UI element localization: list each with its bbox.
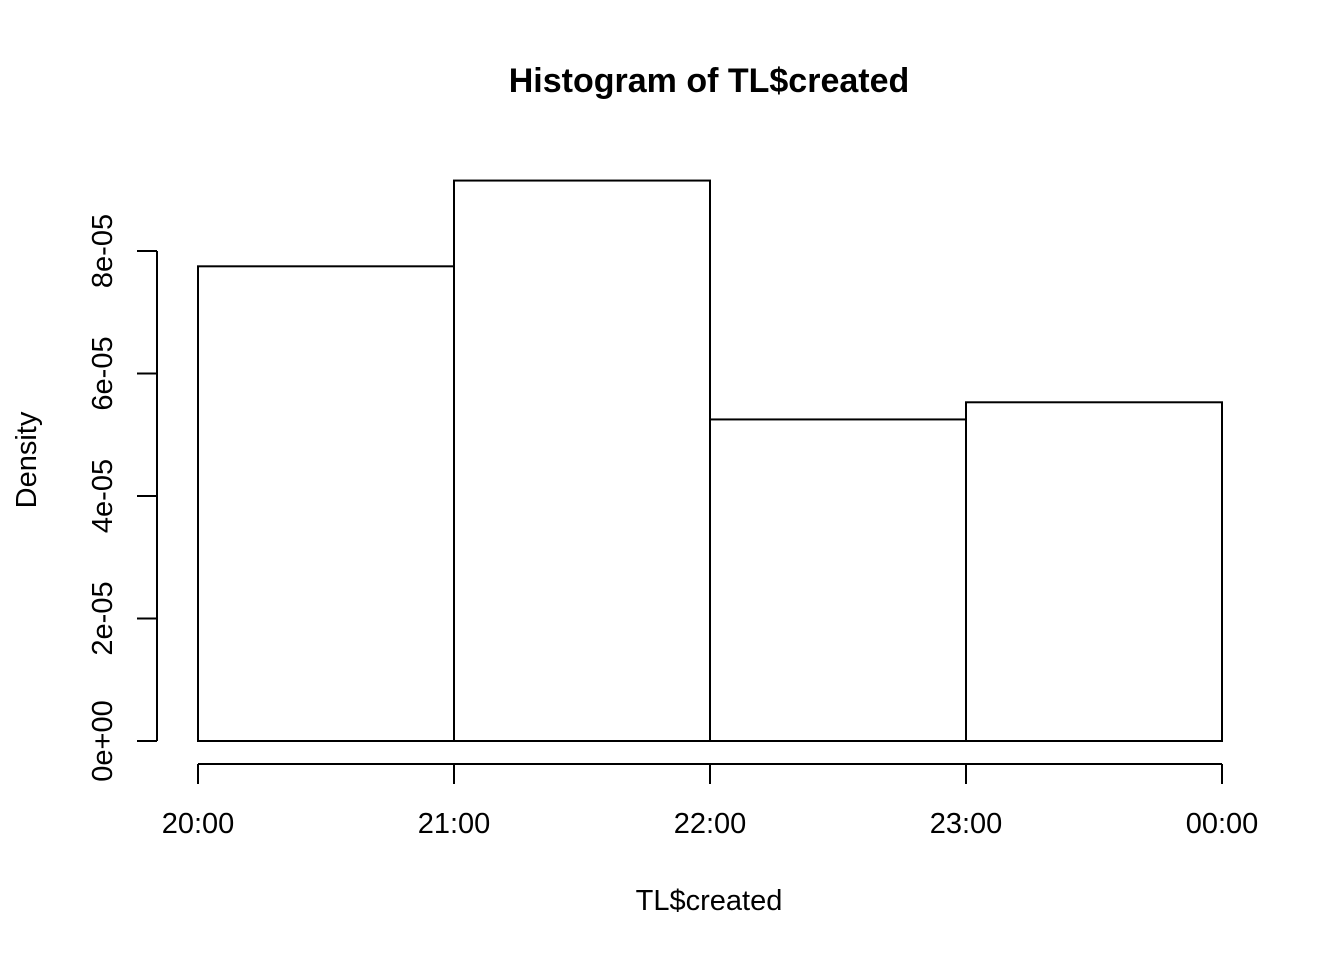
x-axis: 20:00 21:00 22:00 23:00 00:00: [162, 763, 1259, 840]
x-tick-label: 23:00: [930, 808, 1003, 840]
x-tick-label: 21:00: [418, 808, 491, 840]
y-tick-label: 8e-05: [87, 214, 119, 288]
x-tick-label: 22:00: [674, 808, 747, 840]
chart-title: Histogram of TL$created: [509, 62, 910, 100]
histogram-bar: [197, 265, 455, 742]
histogram-bar: [453, 179, 711, 742]
y-tick-label: 0e+00: [87, 700, 119, 781]
histogram-bar: [965, 401, 1223, 742]
y-tick-label: 2e-05: [87, 581, 119, 655]
x-axis-label: TL$created: [636, 885, 783, 917]
y-tick-label: 6e-05: [87, 336, 119, 410]
x-tick-label: 00:00: [1186, 808, 1259, 840]
y-axis: 0e+00 2e-05 4e-05 6e-05 8e-05: [87, 214, 158, 782]
y-tick-label: 4e-05: [87, 459, 119, 533]
y-axis-label: Density: [11, 411, 43, 508]
bars: [197, 179, 1223, 742]
histogram-bar: [709, 418, 967, 742]
x-tick-label: 20:00: [162, 808, 235, 840]
